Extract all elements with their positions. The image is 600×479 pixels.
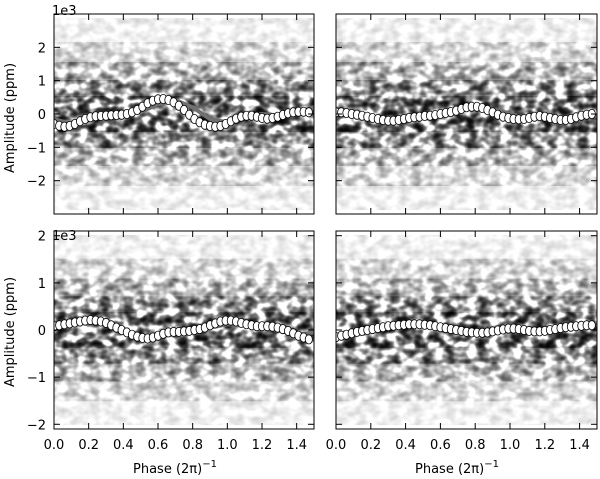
x-tick-label: 0.0 bbox=[44, 438, 65, 453]
y-tick-label: 2 bbox=[38, 41, 46, 56]
x-tick-label: 0.2 bbox=[360, 438, 381, 453]
y-tick-label: 1 bbox=[38, 277, 46, 292]
x-axis-label-right-text: Phase (2π) bbox=[415, 462, 484, 477]
x-tick-label: 1.2 bbox=[534, 438, 555, 453]
x-axis-label-left: Phase (2π)−1 bbox=[133, 459, 217, 477]
x-tick-label: 0.6 bbox=[430, 438, 451, 453]
x-axis-label-right-exp: −1 bbox=[484, 459, 499, 470]
y-tick-label: −1 bbox=[27, 141, 46, 156]
x-tick-label: 0.8 bbox=[465, 438, 486, 453]
y-tick-label: −2 bbox=[27, 175, 46, 190]
y-axis-label-bottom: Amplitude (ppm) bbox=[3, 277, 18, 387]
bin-marker bbox=[304, 334, 313, 345]
x-tick-label: 1.2 bbox=[252, 438, 273, 453]
y-axis-label-top: Amplitude (ppm) bbox=[3, 63, 18, 173]
x-tick-label: 1.4 bbox=[569, 438, 590, 453]
x-axis-label-left-text: Phase (2π) bbox=[133, 462, 202, 477]
y-tick-label: 1 bbox=[38, 75, 46, 90]
x-tick-label: 0.2 bbox=[78, 438, 99, 453]
panel-bottom-right: 0.0 0.2 0.4 0.6 0.8 1.0 1.2 1.4 bbox=[326, 230, 598, 453]
x-tick-label: 0.4 bbox=[395, 438, 416, 453]
bin-marker bbox=[304, 107, 313, 118]
y-multiplier-top: 1e3 bbox=[52, 4, 77, 19]
x-tick-label: 1.0 bbox=[500, 438, 521, 453]
panel-top-left: −2 −1 0 1 2 bbox=[27, 13, 315, 215]
y-tick-label: 0 bbox=[38, 108, 46, 123]
y-tick-label: 2 bbox=[38, 230, 46, 245]
y-multiplier-bottom: 1e3 bbox=[52, 229, 77, 244]
x-axis-label-right: Phase (2π)−1 bbox=[415, 459, 499, 477]
density-hexbin bbox=[336, 18, 597, 210]
y-tick-label: 0 bbox=[38, 324, 46, 339]
y-tick-label: −2 bbox=[27, 418, 46, 433]
panel-top-right bbox=[335, 13, 598, 215]
x-tick-label: 1.0 bbox=[217, 438, 238, 453]
x-tick-label: 0.8 bbox=[182, 438, 203, 453]
x-tick-label: 1.4 bbox=[286, 438, 307, 453]
x-tick-label: 0.6 bbox=[148, 438, 169, 453]
y-tick-label: −1 bbox=[27, 371, 46, 386]
bin-marker bbox=[587, 320, 596, 331]
x-tick-label: 0.4 bbox=[113, 438, 134, 453]
panel-bottom-left: −2 −1 0 1 2 0.0 0.2 0.4 0.6 0.8 1.0 1.2 1.4 bbox=[27, 230, 315, 453]
density-band bbox=[336, 96, 597, 132]
x-tick-label: 0.0 bbox=[326, 438, 347, 453]
x-axis-label-left-exp: −1 bbox=[202, 459, 217, 470]
